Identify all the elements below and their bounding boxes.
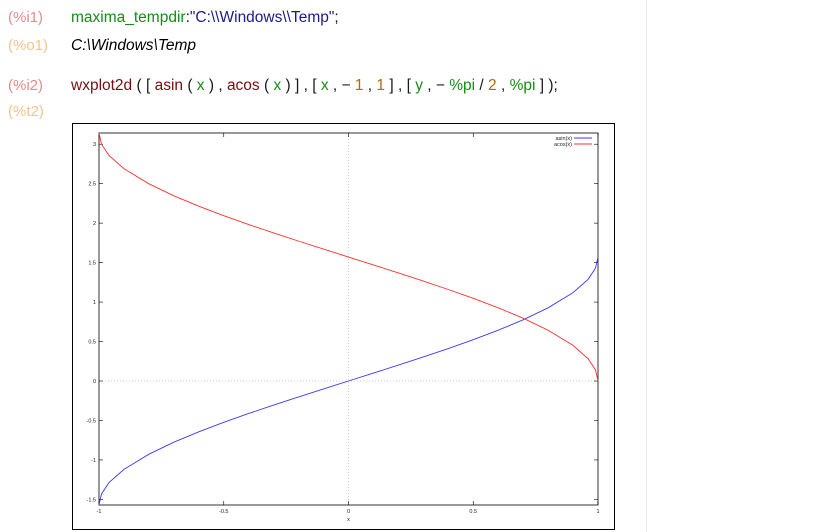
code-token: 1 [376,77,386,94]
x-tick-label: 0 [347,509,350,515]
output-text: C:\Windows\Temp [71,37,197,54]
code-token: %pi [509,77,536,94]
input-cell-2[interactable]: (%i2) wxplot2d ( [ asin ( x ) , acos ( x… [0,74,646,98]
code-token: , [363,77,377,94]
output-cell-2: (%t2) [0,100,646,124]
series-line-asinx [98,256,599,506]
x-tick-label: -0.5 [219,509,228,515]
x-tick-label: -1 [97,509,102,515]
code-token: acos [226,77,260,94]
code-token: ; [334,9,339,26]
y-tick-label: 0 [93,379,96,385]
code-token: ] , [ [385,77,416,94]
input-code[interactable]: maxima_tempdir:"C:\\Windows\\Temp"; [71,6,339,30]
y-tick-label: 2 [93,221,96,227]
legend-label: asin(x) [555,136,572,142]
y-tick-label: 1.5 [88,261,96,267]
plot-image[interactable]: -1 -0.5 0 0.5 1 -1.5 -1 -0.5 0 0.5 1 1.5 2 2.5 3 x asin(… [72,123,615,530]
code-token: %pi [449,77,476,94]
input-label: (%i2) [8,77,44,94]
code-token: wxplot2d [71,77,133,94]
code-token: ( [183,77,197,94]
input-label: (%i1) [8,9,44,26]
x-tick-label: 0.5 [469,509,477,515]
code-token: x [320,77,329,94]
input-cell-1[interactable]: (%i1) maxima_tempdir:"C:\\Windows\\Temp"… [0,6,646,30]
code-token: : [185,9,190,26]
plot-svg: -1 -0.5 0 0.5 1-1.5-1-0.500.511.522.53xasin(… [87,132,600,523]
code-token: , − [328,77,355,94]
code-token: ] ); [535,77,558,94]
input-code[interactable]: wxplot2d ( [ asin ( x ) , acos ( x ) ] ,… [71,74,558,98]
y-tick-label: 3 [93,142,96,148]
code-token: maxima_tempdir [71,9,186,26]
x-axis-label: x [347,517,350,523]
y-tick-label: -0.5 [87,418,96,424]
code-token: 2 [488,77,497,94]
code-token: , − [422,77,450,94]
code-token: / [475,77,489,94]
y-tick-label: 2.5 [88,182,96,188]
code-token: "C:\\Windows\\Temp" [189,9,335,26]
code-token: ( [ [132,77,155,94]
output-cell-1: (%o1) C:\Windows\Temp [0,34,646,58]
y-tick-label: -1.5 [87,497,96,503]
y-tick-label: 0.5 [88,340,96,346]
series-line-acosx [98,132,599,382]
worksheet: (%i1) maxima_tempdir:"C:\\Windows\\Temp"… [0,0,647,532]
x-tick-label: 1 [596,509,599,515]
y-tick-label: -1 [91,458,96,464]
legend-label: acos(x) [554,142,572,148]
code-token: , [496,77,510,94]
code-token: 1 [354,77,364,94]
code-token: ) ] , [ [281,77,321,94]
code-token: y [415,77,423,94]
code-token: x [273,77,282,94]
output-label: (%t2) [8,103,44,120]
y-tick-label: 1 [93,300,96,306]
output-label: (%o1) [8,37,49,54]
code-token: x [196,77,205,94]
code-token: ) , [204,77,227,94]
code-token: asin [154,77,184,94]
code-token: ( [259,77,274,94]
